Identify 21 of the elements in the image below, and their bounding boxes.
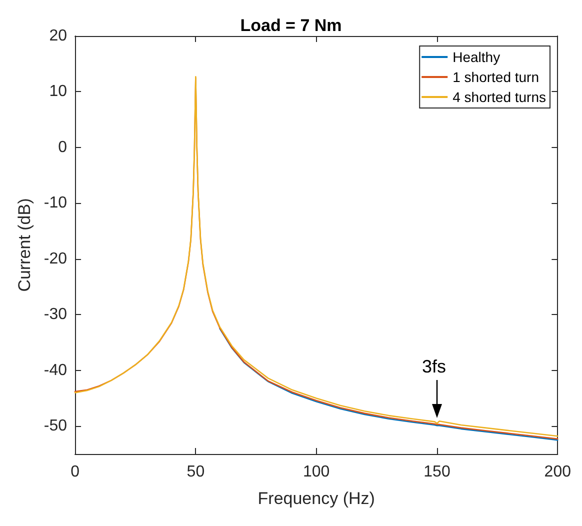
x-tick-label: 0 (70, 464, 80, 480)
y-tick-label: -40 (44, 362, 68, 379)
y-tick-label: -30 (44, 306, 68, 324)
y-tick-label: -10 (44, 194, 68, 212)
x-tick-label: 50 (186, 464, 205, 480)
legend-label: Healthy (452, 49, 500, 65)
line-series (219, 328, 558, 441)
y-tick-label: 20 (49, 28, 68, 44)
legend-label: 4 shorted turns (452, 89, 546, 105)
x-tick-label: 100 (302, 464, 330, 480)
chart-title: Load = 7 Nm (240, 16, 342, 35)
annotation: 3fs (422, 356, 446, 377)
y-tick-label: -20 (44, 250, 68, 268)
y-tick-label: 10 (49, 83, 68, 100)
x-axis-title: Frequency (Hz) (258, 489, 375, 508)
x-tick-label: 150 (424, 464, 450, 480)
y-axis-title: Current (dB) (15, 198, 34, 292)
y-tick-label: -50 (44, 418, 68, 435)
legend-label: 1 shorted turn (452, 69, 540, 85)
y-tick-label: 0 (58, 138, 68, 156)
x-tick-label: 200 (544, 464, 572, 480)
